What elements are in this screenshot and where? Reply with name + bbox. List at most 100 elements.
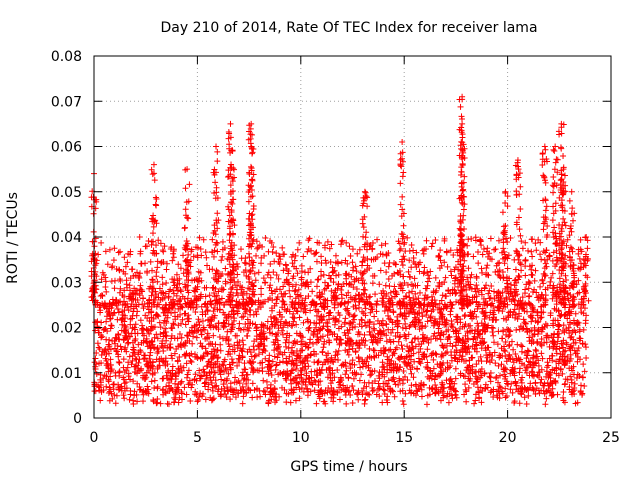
data-point: [488, 356, 495, 363]
data-point: [506, 341, 513, 348]
data-point: [273, 319, 280, 326]
data-point: [327, 259, 334, 266]
data-point: [507, 328, 514, 335]
data-point: [319, 349, 326, 356]
data-point: [359, 220, 366, 227]
data-point: [142, 260, 149, 267]
data-point: [560, 215, 567, 222]
data-point: [254, 394, 261, 401]
data-point: [343, 272, 350, 279]
data-point: [203, 375, 210, 382]
data-point: [297, 348, 304, 355]
data-point: [457, 226, 464, 233]
data-point: [112, 334, 119, 341]
data-point: [266, 352, 273, 359]
data-point: [502, 394, 509, 401]
data-point: [526, 372, 533, 379]
data-point: [285, 345, 292, 352]
data-point: [126, 396, 133, 403]
data-point: [371, 347, 378, 354]
data-point: [145, 309, 152, 316]
data-point: [335, 356, 342, 363]
data-point: [445, 334, 452, 341]
data-point: [492, 246, 499, 253]
data-point: [462, 345, 469, 352]
data-point: [416, 326, 423, 333]
data-point: [177, 363, 184, 370]
data-point: [342, 306, 349, 313]
data-point: [458, 168, 465, 175]
data-point: [487, 309, 494, 316]
data-point: [385, 276, 392, 283]
data-point: [499, 209, 506, 216]
data-point: [209, 236, 216, 243]
data-point: [178, 378, 185, 385]
data-point: [145, 237, 152, 244]
data-point: [233, 379, 240, 386]
data-point: [563, 326, 570, 333]
data-point: [258, 291, 265, 298]
y-tick-label: 0.04: [51, 230, 82, 246]
data-point: [303, 372, 310, 379]
data-point: [400, 169, 407, 176]
data-point: [253, 252, 260, 259]
data-point: [204, 308, 211, 315]
data-point: [240, 393, 247, 400]
data-point: [543, 368, 550, 375]
data-point: [485, 272, 492, 279]
y-axis-label: ROTI / TECUs: [5, 192, 21, 284]
data-point: [402, 390, 409, 397]
data-point: [121, 254, 128, 261]
data-point: [418, 380, 425, 387]
data-point: [459, 187, 466, 194]
data-point: [345, 351, 352, 358]
data-point: [134, 398, 141, 405]
data-point: [325, 350, 332, 357]
data-point: [255, 269, 262, 276]
data-point: [331, 356, 338, 363]
data-point: [309, 288, 316, 295]
data-point: [250, 369, 257, 376]
data-point: [400, 253, 407, 260]
data-point: [304, 316, 311, 323]
data-point: [462, 311, 469, 318]
data-point: [132, 321, 139, 328]
data-point: [174, 357, 181, 364]
data-point: [384, 369, 391, 376]
data-point: [209, 266, 216, 273]
data-point: [506, 342, 513, 349]
data-point: [154, 399, 161, 406]
data-point: [302, 309, 309, 316]
data-point: [473, 341, 480, 348]
data-point: [249, 380, 256, 387]
data-point: [334, 367, 341, 374]
data-point: [472, 345, 479, 352]
data-point: [259, 368, 266, 375]
data-point: [424, 359, 431, 366]
data-point: [496, 259, 503, 266]
data-point: [577, 382, 584, 389]
data-point: [303, 341, 310, 348]
data-point: [526, 293, 533, 300]
data-point: [452, 375, 459, 382]
data-point: [227, 364, 234, 371]
data-point: [396, 377, 403, 384]
data-point: [386, 283, 393, 290]
data-point: [103, 336, 110, 343]
data-point: [512, 350, 519, 357]
data-point: [169, 363, 176, 370]
data-point: [292, 252, 299, 259]
data-point: [140, 305, 147, 312]
data-point: [134, 380, 141, 387]
data-point: [553, 346, 560, 353]
data-point: [202, 249, 209, 256]
data-point: [234, 339, 241, 346]
data-point: [262, 348, 269, 355]
data-point: [570, 340, 577, 347]
data-point: [105, 341, 112, 348]
data-points: [88, 93, 592, 408]
data-point: [551, 148, 558, 155]
data-point: [355, 328, 362, 335]
data-point: [515, 256, 522, 263]
data-point: [518, 267, 525, 274]
